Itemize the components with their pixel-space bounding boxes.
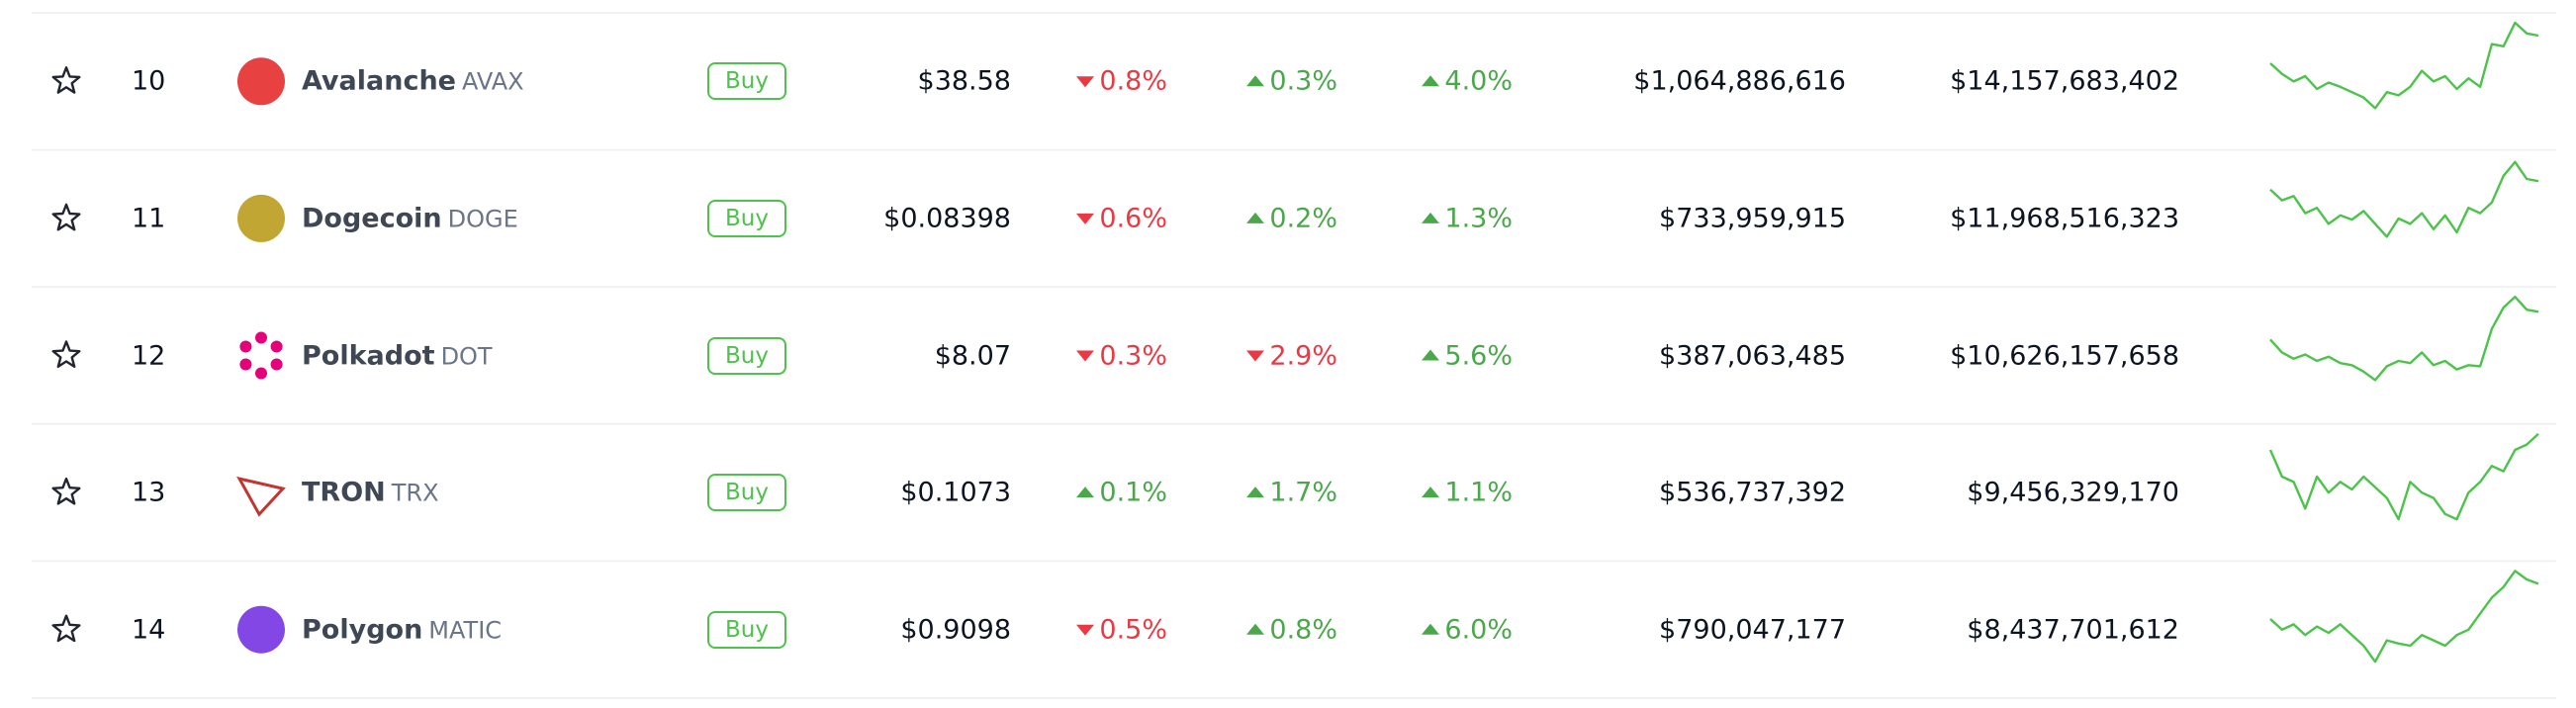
percent-change: 5.6%: [1444, 340, 1513, 371]
buy-button[interactable]: Buy: [707, 610, 786, 649]
percent-change: 4.0%: [1444, 65, 1513, 97]
coin-name[interactable]: TRON TRX: [302, 477, 439, 508]
percent-change: 0.5%: [1099, 614, 1167, 646]
buy-button[interactable]: Buy: [707, 336, 786, 375]
favorite-star[interactable]: [51, 477, 81, 505]
change-arrow: [1246, 350, 1264, 362]
percent-change: 0.8%: [1099, 65, 1167, 97]
coin-logo: [237, 57, 285, 106]
rank: 10: [132, 65, 166, 97]
coin-symbol: DOT: [440, 342, 493, 370]
sparkline: [2268, 432, 2539, 521]
rank: 12: [132, 340, 166, 371]
percent-change: 1.3%: [1444, 203, 1513, 234]
buy-button[interactable]: Buy: [707, 474, 786, 512]
coin-logo: [237, 605, 285, 654]
coin-logo: [237, 194, 285, 242]
change-arrow: [1246, 75, 1264, 87]
coin-logo: [255, 331, 267, 344]
percent-change: 0.3%: [1269, 65, 1337, 97]
market-cap: $11,968,516,323: [1950, 203, 2179, 234]
coin-name[interactable]: Dogecoin DOGE: [302, 203, 518, 234]
price: $0.9098: [900, 614, 1011, 646]
sparkline: [2269, 570, 2539, 664]
price: $8.07: [934, 340, 1011, 371]
coin-symbol: AVAX: [462, 67, 524, 96]
change-arrow: [1422, 349, 1439, 361]
change-arrow: [1076, 350, 1094, 362]
volume: $733,959,915: [1659, 203, 1846, 234]
coin-logo: [239, 358, 252, 371]
change-arrow: [1246, 487, 1264, 498]
rank: 14: [132, 614, 166, 646]
change-arrow: [1422, 623, 1439, 635]
market-cap: $8,437,701,612: [1967, 614, 2179, 646]
rank: 11: [132, 203, 166, 234]
change-arrow: [1422, 487, 1439, 498]
price: $38.58: [917, 65, 1011, 97]
buy-button[interactable]: Buy: [707, 62, 786, 101]
rank: 13: [132, 477, 166, 508]
change-arrow: [1076, 624, 1094, 636]
coin-logo: [239, 340, 252, 353]
coin-symbol: DOGE: [447, 205, 518, 233]
change-arrow: [1246, 212, 1264, 223]
market-cap: $9,456,329,170: [1967, 477, 2179, 508]
sparkline: [2269, 21, 2539, 110]
change-arrow: [1246, 623, 1264, 635]
buy-button[interactable]: Buy: [707, 199, 786, 237]
change-arrow: [1076, 487, 1094, 498]
change-arrow: [1422, 212, 1439, 223]
price: $0.1073: [900, 477, 1011, 508]
favorite-star[interactable]: [51, 203, 81, 231]
coin-name[interactable]: Polygon MATIC: [302, 614, 503, 646]
percent-change: 0.1%: [1099, 477, 1167, 508]
coin-name[interactable]: Polkadot DOT: [302, 340, 493, 371]
coin-logo: [270, 358, 283, 371]
volume: $790,047,177: [1659, 614, 1846, 646]
favorite-star[interactable]: [51, 340, 81, 368]
percent-change: 0.6%: [1099, 203, 1167, 234]
percent-change: 0.3%: [1099, 340, 1167, 371]
change-arrow: [1422, 75, 1439, 87]
sparkline: [2269, 160, 2539, 238]
volume: $536,737,392: [1659, 477, 1846, 508]
percent-change: 0.8%: [1269, 614, 1337, 646]
change-arrow: [1076, 76, 1094, 88]
percent-change: 1.1%: [1444, 477, 1513, 508]
percent-change: 6.0%: [1444, 614, 1513, 646]
percent-change: 0.2%: [1269, 203, 1337, 234]
market-cap: $10,626,157,658: [1950, 340, 2179, 371]
percent-change: 2.9%: [1269, 340, 1337, 371]
favorite-star[interactable]: [51, 66, 81, 94]
coin-logo: [236, 476, 286, 517]
change-arrow: [1076, 213, 1094, 224]
coin-logo: [255, 367, 267, 380]
market-cap: $14,157,683,402: [1950, 65, 2179, 97]
coin-logo: [270, 340, 283, 353]
sparkline: [2269, 296, 2539, 382]
percent-change: 1.7%: [1269, 477, 1337, 508]
favorite-star[interactable]: [51, 614, 81, 643]
coin-symbol: MATIC: [428, 616, 503, 645]
coin-name[interactable]: Avalanche AVAX: [302, 65, 524, 97]
price: $0.08398: [883, 203, 1011, 234]
volume: $387,063,485: [1659, 340, 1846, 371]
volume: $1,064,886,616: [1633, 65, 1846, 97]
coin-symbol: TRX: [391, 479, 439, 507]
